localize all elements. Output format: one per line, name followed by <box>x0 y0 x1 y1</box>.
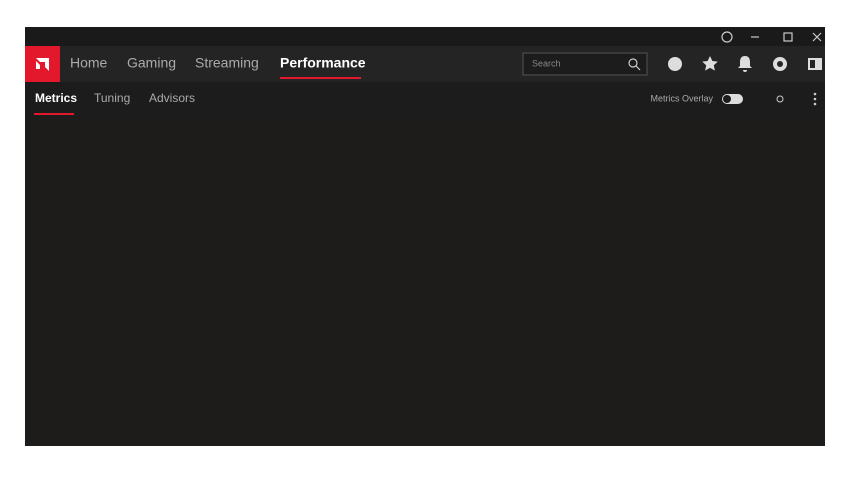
nav-tab[interactable]: Gaming <box>127 55 176 71</box>
maximize-button[interactable] <box>783 32 793 42</box>
search-icon <box>628 58 638 68</box>
amd-logo[interactable] <box>25 46 60 82</box>
globe-icon[interactable] <box>668 57 682 71</box>
search-box[interactable] <box>522 52 648 76</box>
gear-hole <box>777 61 783 67</box>
nav-bar <box>25 46 825 82</box>
help-button[interactable] <box>721 31 733 43</box>
top-layer: Home Gaming Streaming Performance Search Metr… <box>35 55 713 105</box>
more-menu[interactable] <box>813 92 817 106</box>
crosshair-icon[interactable] <box>776 95 784 103</box>
nav-tab[interactable]: Streaming <box>195 55 259 71</box>
close-button[interactable] <box>812 32 822 42</box>
sub-tab[interactable]: Tuning <box>94 91 130 105</box>
active-subtab-underline <box>34 113 74 115</box>
overlay-label: Metrics Overlay <box>650 93 713 103</box>
nav-tab[interactable]: Performance <box>280 55 366 71</box>
sub-tab[interactable]: Advisors <box>149 91 195 105</box>
panel-icon-inner <box>810 60 815 68</box>
logo-glyph <box>36 58 49 71</box>
toggle-knob <box>723 95 731 103</box>
search-placeholder: Search <box>532 58 561 68</box>
search-icon-handle <box>635 65 641 71</box>
star-icon[interactable] <box>702 56 718 71</box>
active-tab-underline <box>280 77 361 79</box>
content-bg <box>25 117 825 446</box>
bell-icon[interactable] <box>738 56 752 72</box>
nav-tab[interactable]: Home <box>70 55 108 71</box>
sub-nav-bar <box>25 82 825 117</box>
sub-tab[interactable]: Metrics <box>35 91 77 105</box>
